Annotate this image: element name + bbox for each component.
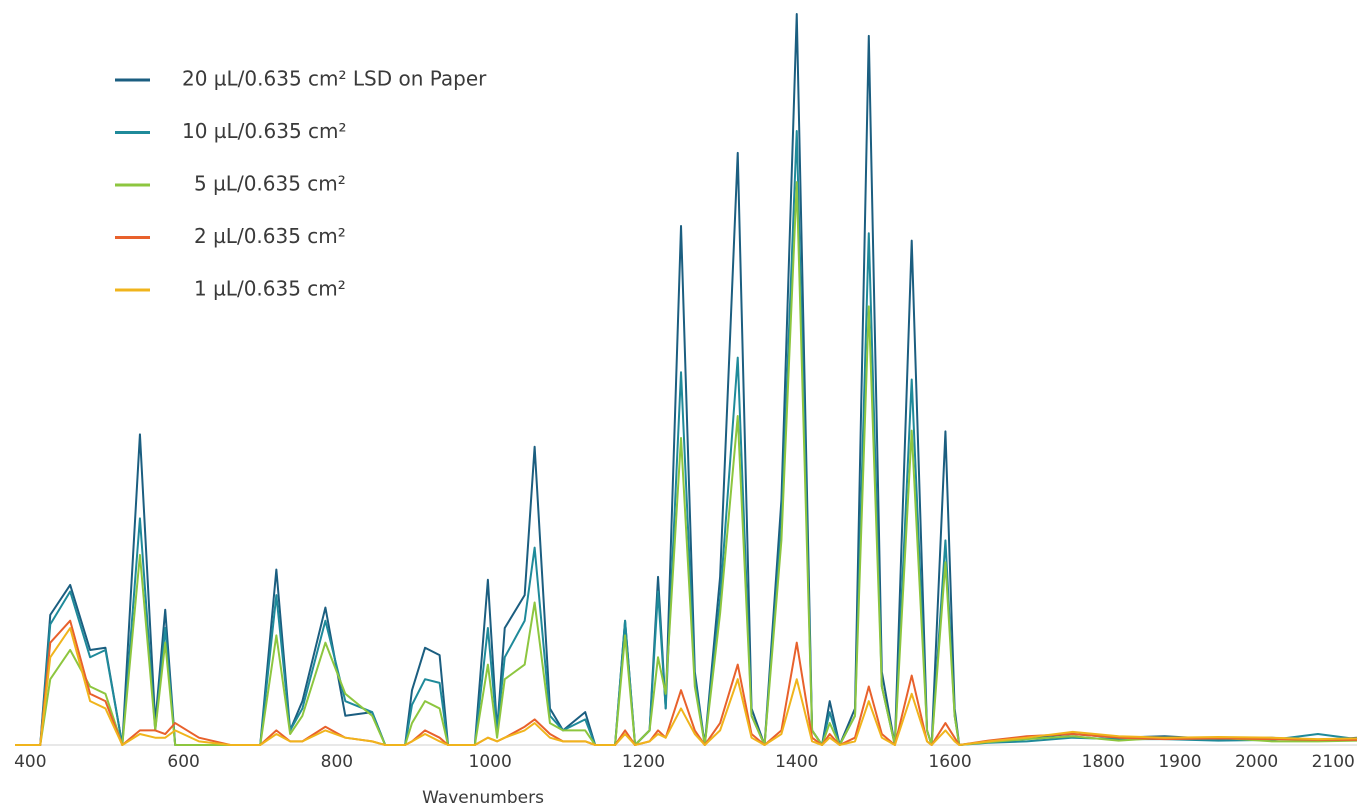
x-tick-label: 1800 bbox=[1082, 752, 1125, 772]
x-tick-label: 1900 bbox=[1158, 752, 1201, 772]
legend-label: 20 µL/0.635 cm² LSD on Paper bbox=[182, 67, 487, 91]
legend-label: 5 µL/0.635 cm² bbox=[194, 172, 346, 196]
x-tick-label: 1400 bbox=[775, 752, 818, 772]
x-tick-label: 800 bbox=[321, 752, 353, 772]
x-axis-title: Wavenumbers bbox=[422, 788, 544, 808]
legend-label: 2 µL/0.635 cm² bbox=[194, 224, 346, 248]
x-tick-label: 600 bbox=[167, 752, 199, 772]
legend-label: 1 µL/0.635 cm² bbox=[194, 277, 346, 301]
series-line bbox=[15, 627, 1358, 746]
x-tick-label: 2100 bbox=[1312, 752, 1355, 772]
series-line bbox=[15, 619, 1357, 746]
x-tick-label: 400 bbox=[14, 752, 46, 772]
x-tick-label: 2000 bbox=[1235, 752, 1278, 772]
x-tick-label: 1200 bbox=[622, 752, 665, 772]
x-tick-label: 1000 bbox=[469, 752, 512, 772]
legend-label: 10 µL/0.635 cm² bbox=[182, 119, 347, 143]
x-tick-label: 1600 bbox=[928, 752, 971, 772]
